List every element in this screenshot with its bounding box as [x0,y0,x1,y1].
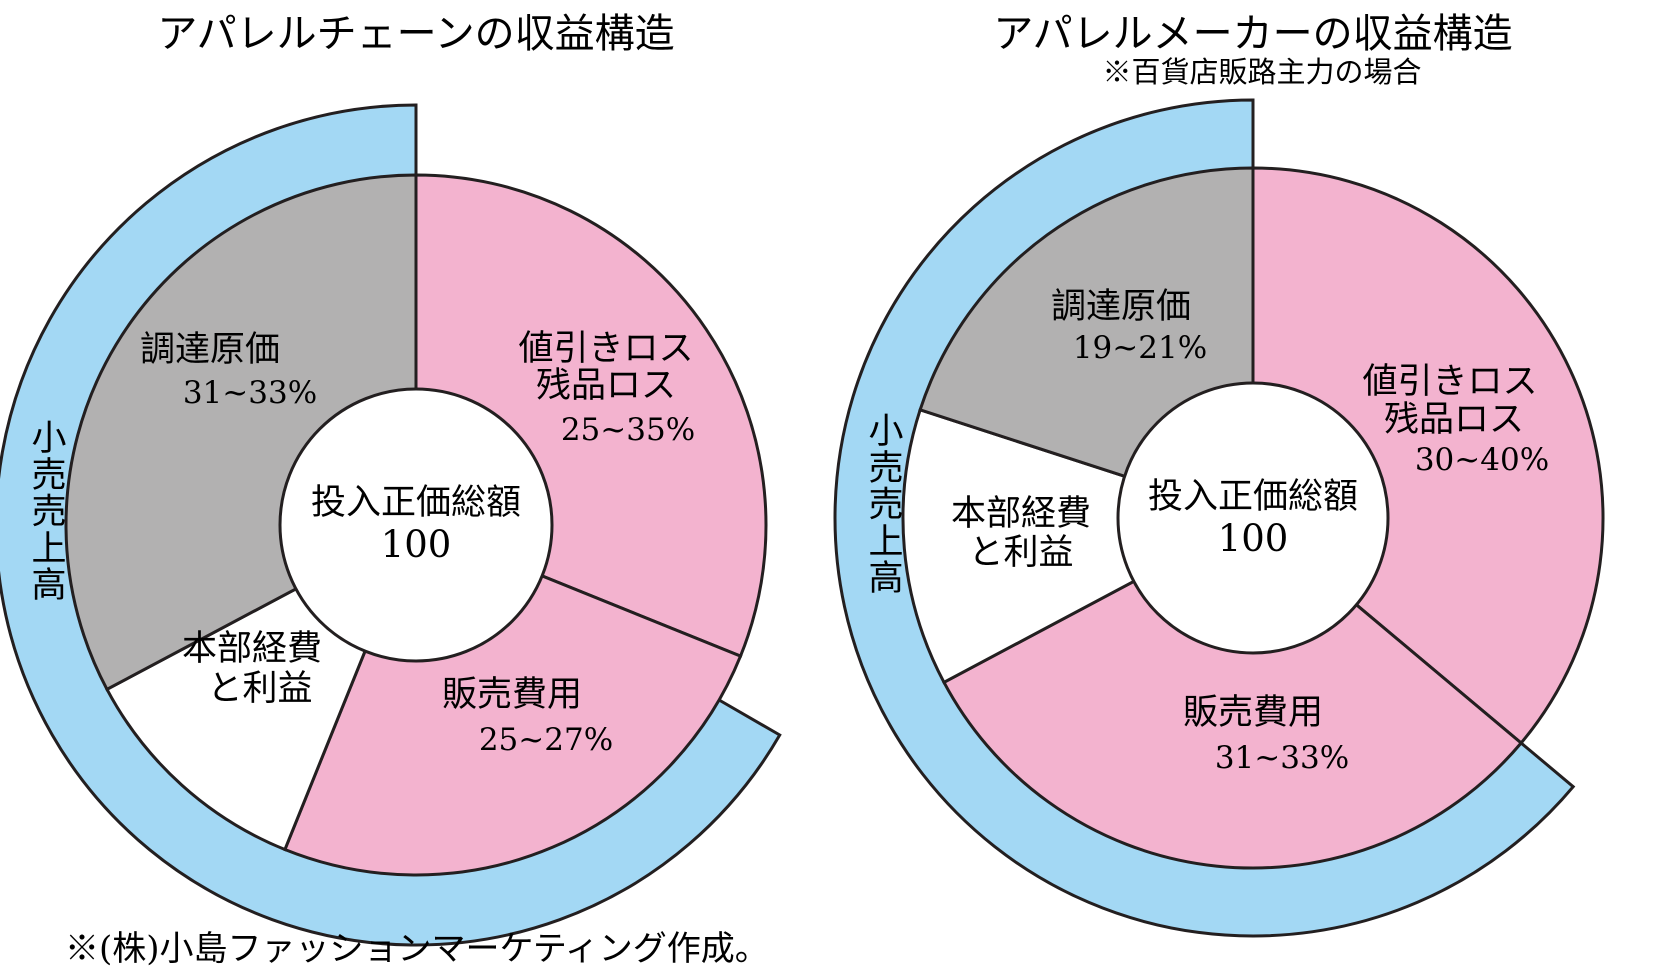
segment-label-hq-profit: 本部経費 と利益 [182,629,322,709]
ring-label-char: 上 [31,529,66,569]
segment-label-procurement-cost: 調達原価 31~33% [140,330,317,411]
ring-label-char: 売 [868,449,903,489]
chart-apparel-maker: アパレルメーカーの収益構造 ※百貨店販路主力の場合 投入正価総額 100 値引き… [833,11,1605,938]
segment-range: 19~21% [1073,330,1207,366]
ring-label-char: 売 [868,486,903,526]
center-value: 100 [1218,517,1289,560]
ring-label-vertical: 小売売上高 [868,412,903,599]
center-circle [1116,381,1390,655]
segment-label-discount-loss: 値引きロス 残品ロス 25~35% [518,329,695,448]
ring-label-char: 高 [31,566,66,606]
center-value: 100 [381,523,452,566]
segment-range: 25~27% [479,722,613,758]
chart-apparel-chain: アパレルチェーンの収益構造 投入正価総額 100 値引きロス 残品ロス 25~3… [0,11,782,947]
segment-label-line: 販売費用 [1183,693,1323,733]
chart-subtitle: ※百貨店販路主力の場合 [1102,55,1421,89]
segment-range: 31~33% [1215,740,1349,776]
segment-label-discount-loss: 値引きロス 残品ロス 30~40% [1362,362,1549,478]
segment-label-line: 値引きロス [1362,362,1537,402]
segment-label-line: 調達原価 [140,330,280,370]
pie-slice-0 [1251,166,1605,746]
ring-label-char: 小 [31,419,66,459]
segment-label-sales-cost: 販売費用 25~27% [442,675,613,758]
pie-slice-1 [941,516,1524,870]
chart-title: アパレルメーカーの収益構造 [993,11,1512,57]
segment-label-line: 本部経費 [951,494,1091,534]
center-label: 投入正価総額 [311,483,521,523]
segment-label-line: と利益 [968,533,1073,573]
center-circle [278,387,554,663]
segment-label-line: 値引きロス [518,329,693,369]
source-note: ※(株)小島ファッションマーケティング作成。 [65,929,769,969]
segment-label-procurement-cost: 調達原価 19~21% [1051,287,1207,366]
segment-label-sales-cost: 販売費用 31~33% [1183,693,1349,776]
segment-label-line: 調達原価 [1051,287,1191,327]
segment-label-line: と利益 [207,669,312,709]
segment-range: 25~35% [561,412,695,448]
ring-label-char: 売 [31,456,66,496]
segment-label-line: 残品ロス [1384,400,1524,440]
segment-label-line: 残品ロス [536,366,676,406]
segment-label-line: 本部経費 [182,629,322,669]
ring-label-char: 売 [31,493,66,533]
segment-range: 31~33% [183,375,317,411]
ring-label-char: 上 [868,522,903,562]
segment-label-hq-profit: 本部経費 と利益 [951,494,1091,573]
pie-segments [901,166,1605,870]
ring-label-char: 高 [868,559,903,599]
pie-slice-2 [901,407,1257,685]
center-label: 投入正価総額 [1148,477,1358,517]
ring-label-vertical: 小売売上高 [31,419,66,606]
segment-range: 30~40% [1415,442,1549,478]
segment-label-line: 販売費用 [442,675,582,715]
chart-title: アパレルチェーンの収益構造 [157,11,674,57]
ring-label-char: 小 [868,412,903,452]
